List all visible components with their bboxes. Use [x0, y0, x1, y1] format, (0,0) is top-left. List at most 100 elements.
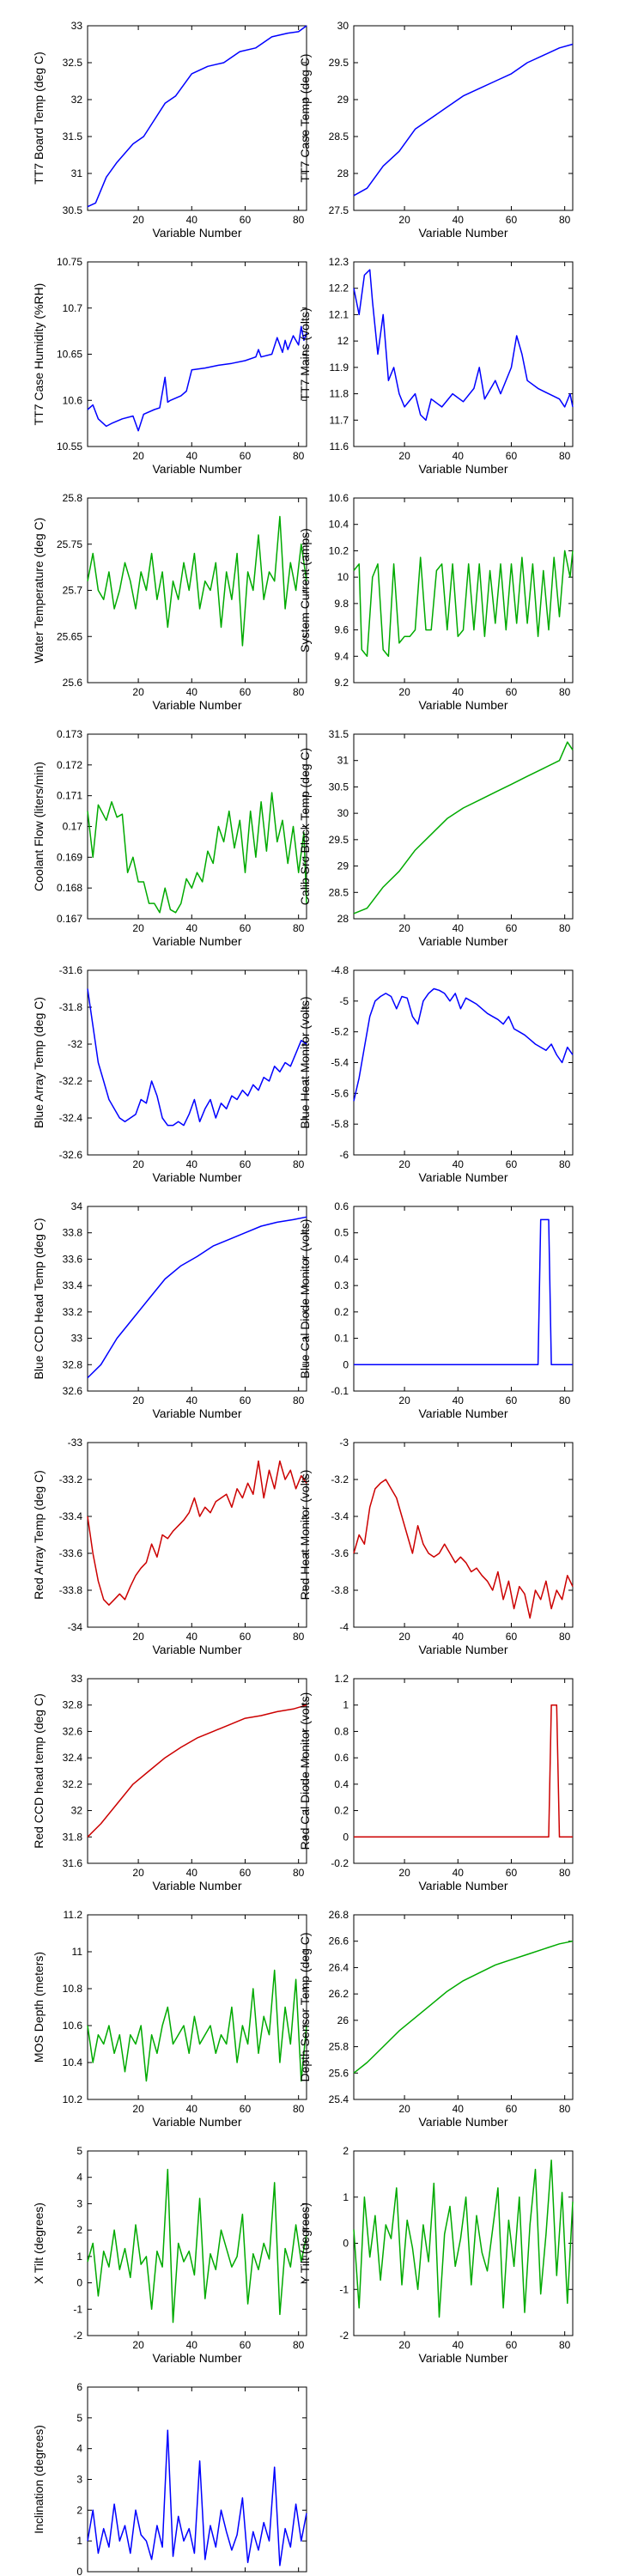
y-tick-label: 31 [71, 167, 83, 179]
x-tick-label: 60 [506, 1394, 518, 1406]
x-tick-label: 80 [559, 214, 571, 226]
y-tick-label: 11.8 [330, 388, 349, 400]
y-tick-label: 32 [71, 1805, 83, 1817]
y-tick-label: 29 [337, 94, 349, 106]
x-tick-label: 60 [506, 1631, 518, 1643]
x-tick-label: 20 [132, 450, 144, 462]
x-tick-label: 20 [398, 1631, 410, 1643]
x-tick-label: 20 [398, 1867, 410, 1879]
y-tick-label: 0.168 [57, 882, 82, 894]
axes-box [353, 1206, 574, 1392]
y-tick-label: 28.5 [329, 886, 349, 898]
series-line [87, 1460, 307, 1606]
y-tick-label: 31.5 [63, 131, 83, 143]
axes-box [87, 969, 307, 1156]
x-tick-label: 80 [293, 450, 305, 462]
series-line [87, 988, 307, 1127]
y-tick-label: -5.4 [331, 1057, 349, 1069]
subplot-19: -2 -1 0 1 2 3 4 5 20 40 60 80 Variable Number X Tilt … [32, 2145, 307, 2365]
x-axis-label: Variable Number [152, 226, 241, 240]
y-tick-label: 26 [337, 2014, 349, 2026]
x-tick-label: 20 [398, 2103, 410, 2115]
y-axis-label: Blue CCD Head Temp (deg C) [32, 1218, 46, 1379]
series-line [353, 987, 574, 1102]
x-tick-label: 80 [293, 214, 305, 226]
subplot-8: 28 28.5 29 29.5 30 30.5 31 31.5 20 40 60 80 Variable… [298, 728, 574, 948]
y-tick-label: 31 [337, 755, 349, 767]
x-tick-label: 20 [398, 450, 410, 462]
y-tick-label: 0 [76, 2277, 82, 2289]
x-tick-label: 40 [186, 1394, 198, 1406]
y-tick-label: 3 [76, 2197, 82, 2209]
x-tick-label: 20 [132, 922, 144, 934]
x-tick-label: 20 [132, 1394, 144, 1406]
y-axis-label: Red CCD head temp (deg C) [32, 1693, 46, 1849]
x-tick-label: 60 [240, 450, 252, 462]
y-tick-label: 9.2 [334, 677, 349, 689]
x-tick-label: 20 [398, 214, 410, 226]
x-axis-label: Variable Number [152, 2115, 241, 2129]
y-tick-label: 31.6 [63, 1857, 83, 1869]
y-tick-label: -32.2 [59, 1075, 83, 1087]
x-tick-label: 20 [132, 1158, 144, 1170]
y-tick-label: 5 [76, 2145, 82, 2157]
y-tick-label: -33.8 [59, 1584, 83, 1596]
x-tick-label: 80 [559, 922, 571, 934]
x-axis-label: Variable Number [418, 1406, 507, 1420]
y-tick-label: 28 [337, 167, 349, 179]
x-tick-label: 40 [186, 214, 198, 226]
y-axis-label: X Tilt (degrees) [32, 2202, 46, 2284]
y-tick-label: 9.4 [334, 650, 349, 662]
y-tick-label: 31.8 [63, 1831, 83, 1843]
axes-box [87, 1442, 307, 1628]
subplot-9: -32.6 -32.4 -32.2 -32 -31.8 -31.6 20 40 60 80 Vari… [32, 964, 307, 1184]
y-tick-label: 0 [343, 1358, 349, 1370]
x-tick-label: 40 [186, 450, 198, 462]
x-tick-label: 40 [453, 2103, 465, 2115]
y-tick-label: 10.65 [57, 349, 82, 361]
subplot-17: 10.2 10.4 10.6 10.8 11 11.2 20 40 60 80 Variable N… [32, 1909, 307, 2129]
y-tick-label: 9.6 [334, 624, 349, 636]
axes-box [87, 497, 307, 683]
y-axis-label: Red Array Temp (deg C) [32, 1470, 46, 1600]
y-tick-label: 33.4 [63, 1279, 83, 1291]
y-tick-label: 0.171 [57, 790, 82, 802]
x-tick-label: 80 [559, 2103, 571, 2115]
y-tick-label: 0.173 [57, 728, 82, 740]
y-tick-label: 25.8 [329, 2041, 349, 2053]
y-axis-label: Water Temperature (deg C) [32, 518, 46, 664]
x-axis-label: Variable Number [152, 1406, 241, 1420]
x-tick-label: 60 [506, 214, 518, 226]
x-tick-label: 20 [132, 2103, 144, 2115]
x-axis-label: Variable Number [152, 1170, 241, 1184]
subplot-16: -0.2 0 0.2 0.4 0.6 0.8 1 1.2 20 40 60 80 Variable Nu… [298, 1673, 574, 1893]
subplot-5: 25.6 25.65 25.7 25.75 25.8 20 40 60 80 Variable N… [32, 492, 307, 712]
x-tick-label: 20 [398, 922, 410, 934]
y-tick-label: -6 [339, 1149, 349, 1161]
series-line [87, 2429, 307, 2567]
series-line [87, 325, 307, 432]
y-tick-label: 26.4 [329, 1961, 349, 1973]
x-tick-label: 40 [453, 1394, 465, 1406]
x-tick-label: 60 [240, 1867, 252, 1879]
y-tick-label: -4 [339, 1621, 349, 1633]
y-tick-label: 0 [76, 2566, 82, 2576]
y-tick-label: 10.8 [63, 1983, 83, 1995]
x-tick-label: 80 [559, 1631, 571, 1643]
x-axis-label: Variable Number [152, 2351, 241, 2365]
x-tick-label: 40 [186, 1158, 198, 1170]
series-line [353, 1479, 574, 1619]
y-tick-label: 29 [337, 860, 349, 872]
y-tick-label: 32.2 [63, 1778, 83, 1790]
y-tick-label: 28 [337, 913, 349, 925]
subplot-12: -0.1 0 0.1 0.2 0.3 0.4 0.5 0.6 20 40 60 80 Variable … [298, 1200, 574, 1420]
y-tick-label: -3.8 [331, 1584, 349, 1596]
x-tick-label: 80 [293, 1631, 305, 1643]
y-tick-label: 25.6 [63, 677, 83, 689]
series-line [354, 1704, 573, 1838]
x-tick-label: 40 [453, 450, 465, 462]
axes-box [87, 1914, 307, 2100]
x-tick-label: 20 [398, 1394, 410, 1406]
y-tick-label: 10.75 [57, 256, 82, 268]
y-tick-label: 0.2 [334, 1805, 349, 1817]
